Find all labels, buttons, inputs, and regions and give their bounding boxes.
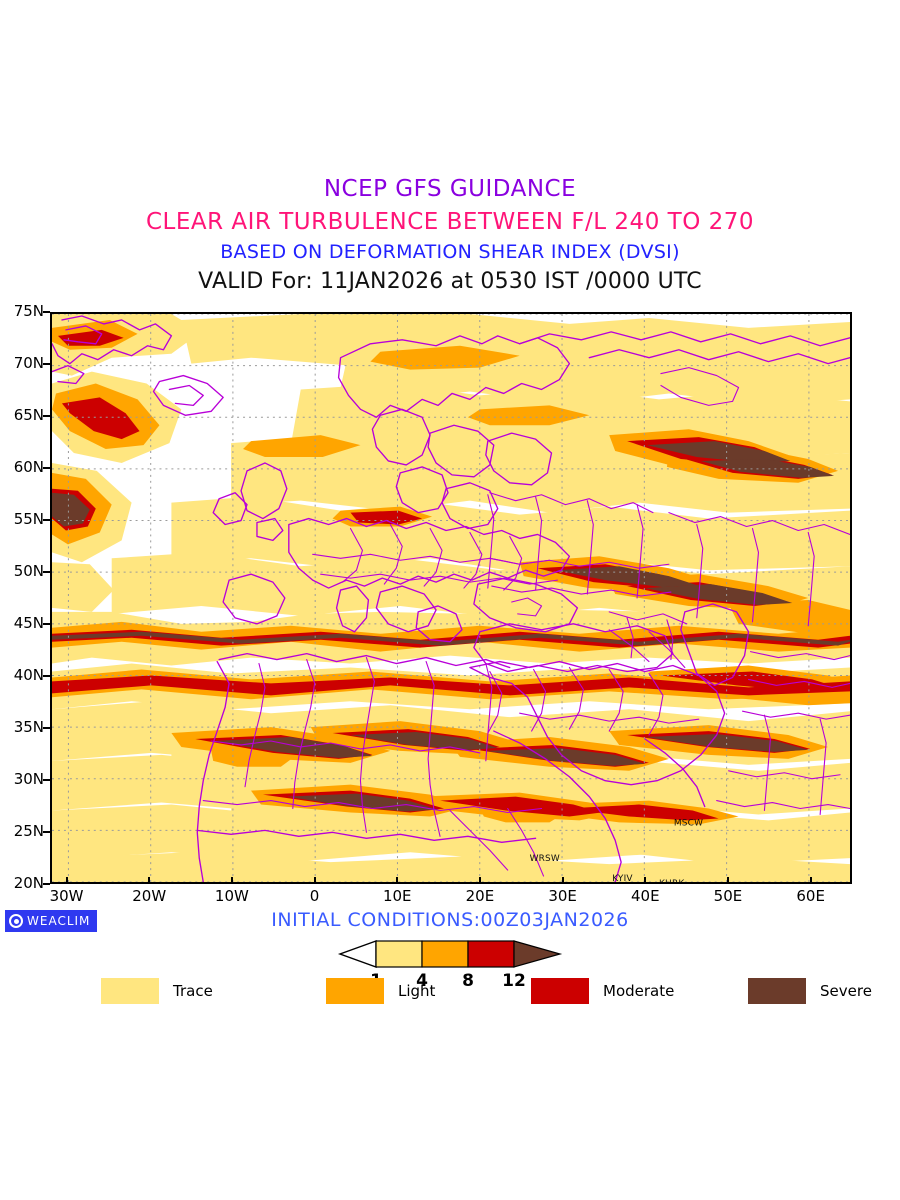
x-tick-label-20W: 20W [132,887,167,905]
legend-label-trace: Trace [173,982,213,1000]
y-tick-label-40N: 40N [13,666,44,684]
legend-swatch-moderate [531,978,589,1004]
category-legend: Trace Light Moderate Severe [0,978,900,1008]
colorbar-block-moderate [467,940,515,968]
title-block: NCEP GFS GUIDANCE CLEAR AIR TURBULENCE B… [0,178,900,293]
x-tickmark [230,877,233,884]
y-tickmark [43,571,50,573]
y-tickmark [43,727,50,729]
y-tickmark [43,311,50,313]
x-tickmark [478,877,481,884]
colorbar-tick-4: 4 [416,971,428,991]
valid-time-text: VALID For: 11JAN2026 at 0530 IST /0000 U… [198,269,702,294]
legend-label-light: Light [398,982,436,1000]
subtitle-cat: CLEAR AIR TURBULENCE BETWEEN F/L 240 TO … [145,209,755,235]
y-tick-label-60N: 60N [13,458,44,476]
y-tick-label-20N: 20N [13,874,44,892]
y-tickmark [43,883,50,885]
x-tick-label-0: 0 [309,887,320,905]
colorbar-block-trace [375,940,423,968]
legend-swatch-severe [748,978,806,1004]
y-tickmark [43,519,50,521]
map-coastlines [52,315,850,882]
city-label-mscw: MSCW [674,818,703,828]
legend-entry-trace: Trace [101,978,213,1004]
page-title: NCEP GFS GUIDANCE [323,176,577,202]
y-tick-label-55N: 55N [13,510,44,528]
x-tick-label-50E: 50E [713,887,743,905]
y-tickmark [43,415,50,417]
legend-entry-light: Light [326,978,435,1004]
y-tickmark [43,675,50,677]
x-tickmark [726,877,729,884]
colorbar-over-arrow [513,940,563,968]
colorbar-tick-12: 12 [502,971,526,991]
y-tickmark [43,623,50,625]
weaclim-logo: WEACLIM [5,910,98,932]
y-tick-label-30N: 30N [13,770,44,788]
colorbar-tick-8: 8 [462,971,474,991]
initial-conditions-text: INITIAL CONDITIONS:00Z03JAN2026 [271,909,629,931]
city-label-khrk: KHRK [659,879,685,882]
city-label-kyiv: KYIV [612,874,633,882]
x-tick-label-60E: 60E [796,887,825,905]
colorbar-block-light [421,940,469,968]
city-labels: MSCW WRSW KYIV KHRK LHSK DNST MRP ODSA I… [530,818,703,882]
y-tickmark [43,831,50,833]
x-tickmark [396,877,399,884]
y-tick-label-50N: 50N [13,562,44,580]
y-tickmark [43,779,50,781]
x-tickmark [561,877,564,884]
colorbar [332,938,568,970]
y-tick-label-75N: 75N [13,302,44,320]
y-tick-label-35N: 35N [13,718,44,736]
y-tickmark [43,467,50,469]
legend-swatch-trace [101,978,159,1004]
y-tick-label-45N: 45N [13,614,44,632]
x-tickmark [148,877,151,884]
circle-logo-icon [9,914,23,928]
legend-entry-severe: Severe [748,978,872,1004]
x-tick-label-30W: 30W [49,887,84,905]
y-tickmark [43,363,50,365]
x-tick-label-10W: 10W [214,887,249,905]
x-tick-label-20E: 20E [465,887,495,905]
y-tick-label-65N: 65N [13,406,44,424]
x-tickmark [644,877,647,884]
colorbar-under-arrow [337,940,377,968]
weaclim-label: WEACLIM [27,914,91,928]
y-tick-label-70N: 70N [13,354,44,372]
legend-label-severe: Severe [820,982,872,1000]
x-tick-label-30E: 30E [548,887,577,905]
x-tick-label-10E: 10E [382,887,412,905]
city-label-wrsw: WRSW [530,854,560,864]
x-tick-label-40E: 40E [631,887,660,905]
turbulence-map-canvas: MSCW WRSW KYIV KHRK LHSK DNST MRP ODSA I… [52,314,850,882]
legend-label-moderate: Moderate [603,982,675,1000]
legend-swatch-light [326,978,384,1004]
legend-entry-moderate: Moderate [531,978,674,1004]
subtitle-dvsi: BASED ON DEFORMATION SHEAR INDEX (DVSI) [220,241,680,263]
map-gridlines [52,314,850,882]
x-tickmark [65,877,68,884]
x-tickmark [809,877,812,884]
map-plot-frame: MSCW WRSW KYIV KHRK LHSK DNST MRP ODSA I… [50,312,852,884]
y-tick-label-25N: 25N [13,822,44,840]
x-tickmark [313,877,316,884]
